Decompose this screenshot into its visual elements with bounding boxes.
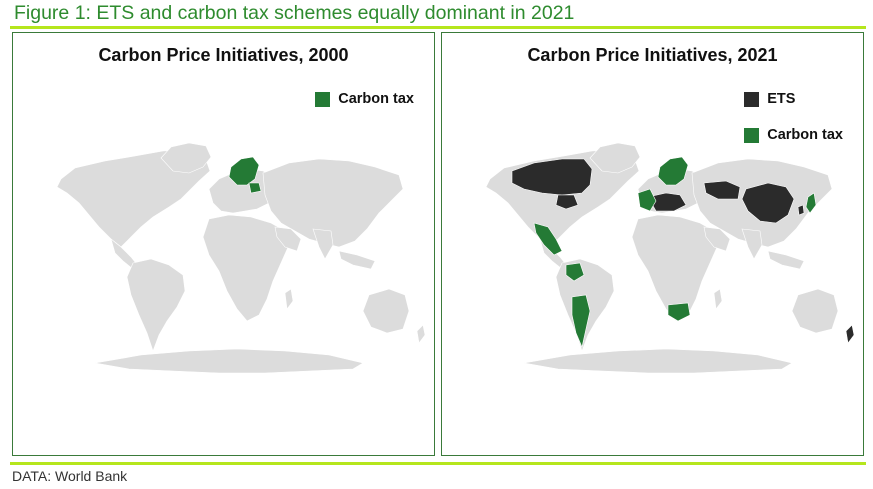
australia-land bbox=[791, 288, 839, 334]
legend-item-ets: ETS bbox=[744, 90, 843, 108]
madagascar-land bbox=[713, 288, 723, 310]
top-rule bbox=[10, 26, 866, 29]
south-africa-carbon-tax bbox=[667, 302, 691, 322]
bottom-rule bbox=[10, 462, 866, 465]
india-land bbox=[741, 228, 763, 260]
figure-title: Figure 1: ETS and carbon tax schemes equ… bbox=[14, 2, 575, 24]
legend-item-carbon-tax: Carbon tax bbox=[315, 90, 414, 108]
eu-ets bbox=[647, 192, 687, 212]
western-europe-carbon-tax bbox=[637, 188, 657, 212]
legend-item-carbon-tax: Carbon tax bbox=[744, 126, 843, 144]
world-map-2021 bbox=[485, 142, 855, 374]
legend-label-carbon-tax: Carbon tax bbox=[338, 91, 414, 107]
legend-label-carbon-tax: Carbon tax bbox=[767, 127, 843, 143]
kazakhstan-ets bbox=[703, 180, 741, 200]
panel-title-2021: Carbon Price Initiatives, 2021 bbox=[527, 45, 778, 65]
map-panel-2021: Carbon Price Initiatives, 2021 ETS Carbo… bbox=[441, 32, 864, 456]
arabia-land bbox=[274, 226, 302, 252]
nordic-carbon-tax bbox=[657, 156, 689, 186]
india-land bbox=[312, 228, 334, 260]
mexico-carbon-tax bbox=[533, 222, 563, 256]
greenland-land bbox=[160, 142, 212, 174]
se-asia-islands-land bbox=[338, 250, 376, 270]
legend-label-ets: ETS bbox=[767, 91, 796, 107]
canada-ets bbox=[511, 158, 593, 196]
new-zealand-ets bbox=[845, 324, 855, 344]
new-zealand-land bbox=[416, 324, 426, 344]
antarctica-land bbox=[523, 348, 793, 374]
china-ets bbox=[741, 182, 795, 224]
africa-land bbox=[202, 214, 290, 322]
africa-land bbox=[631, 214, 719, 322]
legend-swatch-carbon-tax bbox=[744, 127, 760, 143]
japan-carbon-tax bbox=[805, 192, 817, 214]
arabia-land bbox=[703, 226, 731, 252]
data-source: DATA: World Bank bbox=[12, 468, 128, 484]
legend-swatch-ets bbox=[744, 91, 760, 107]
north-america-land bbox=[56, 149, 211, 248]
argentina-chile-carbon-tax bbox=[571, 294, 591, 348]
panel-title-2000: Carbon Price Initiatives, 2000 bbox=[98, 45, 349, 65]
asia-land bbox=[262, 158, 404, 248]
colombia-carbon-tax bbox=[565, 262, 585, 282]
se-asia-islands-land bbox=[767, 250, 805, 270]
legend-2000: Carbon tax bbox=[315, 90, 414, 126]
nordic-carbon-tax-2000 bbox=[228, 156, 260, 186]
map-panel-2000: Carbon Price Initiatives, 2000 Carbon ta… bbox=[12, 32, 435, 456]
legend-2021: ETS Carbon tax bbox=[744, 90, 843, 162]
world-map-2000 bbox=[56, 142, 426, 374]
south-america-land bbox=[126, 258, 186, 352]
legend-swatch-carbon-tax bbox=[315, 91, 331, 107]
us-northeast-ets bbox=[555, 194, 579, 210]
madagascar-land bbox=[284, 288, 294, 310]
australia-land bbox=[362, 288, 410, 334]
poland-carbon-tax-2000 bbox=[248, 182, 262, 194]
south-korea-ets bbox=[797, 204, 805, 216]
antarctica-land bbox=[94, 348, 364, 374]
greenland-land bbox=[589, 142, 641, 174]
